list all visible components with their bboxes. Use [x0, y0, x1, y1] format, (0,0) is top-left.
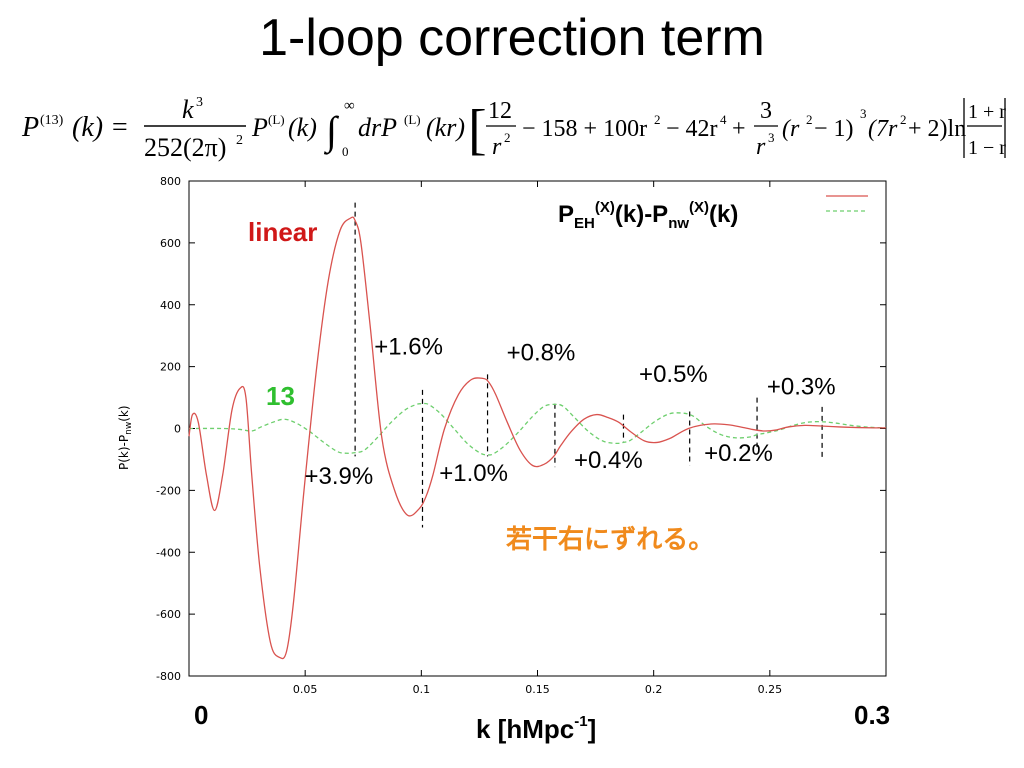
legend-sup2: (X)	[689, 199, 709, 216]
percent-annotations: +3.9% +1.6% +1.0% +0.8% +0.4% +0.5% +0.2% +0.3%	[304, 333, 835, 490]
formula-plin-arg: (k)	[288, 113, 317, 142]
x-edge-label-right: 0.3	[854, 700, 890, 730]
formula-frac-num-sup: 3	[196, 95, 203, 110]
percent-annotation: +1.0%	[439, 460, 508, 487]
percent-annotation: +0.2%	[704, 440, 773, 467]
y-tick-label: 400	[160, 299, 181, 312]
marker-lines	[354, 202, 823, 528]
series-label-13: 13	[266, 381, 295, 411]
page-title: 1-loop correction term	[259, 9, 765, 67]
y-tick-label: -600	[156, 608, 181, 621]
formula-t6: (7r	[868, 116, 898, 142]
legend-mid: (k)-P	[615, 201, 668, 228]
legend: PEH(X)(k)-Pnw(X)(k)	[558, 195, 868, 232]
legend-end: (k)	[709, 201, 738, 228]
formula-int-lower: 0	[342, 144, 349, 159]
formula-int-body-sup: (L)	[404, 112, 421, 127]
formula-t2-sup: 2	[654, 112, 661, 127]
axis-ticks: 0.05 0.1 0.15 0.2 0.25 -800 -600 -400 -200 0 200 40…	[156, 175, 886, 696]
percent-annotation: +1.6%	[374, 333, 443, 360]
x-edge-label-left: 0	[194, 700, 208, 730]
y-tick-label: 800	[160, 175, 181, 188]
x-tick-label: 0.05	[293, 683, 318, 696]
formula-integral: ∫	[323, 108, 340, 155]
formula-t2: − 158 + 100r	[522, 116, 647, 142]
percent-annotation: +0.3%	[767, 373, 836, 400]
formula-t5-exp: 3	[860, 106, 867, 121]
formula-t5-sup: 2	[806, 112, 813, 127]
x-axis-label: k [hMpc-1]	[476, 713, 596, 744]
y-tick-label: 200	[160, 361, 181, 374]
formula-t3: − 42r	[666, 116, 718, 142]
formula-t4-plus: +	[732, 116, 746, 142]
legend-sub2: nw	[668, 215, 689, 232]
formula-plin-sup: (L)	[268, 112, 285, 127]
formula-plin: P	[251, 113, 268, 142]
series-linear-line	[188, 216, 887, 660]
percent-annotation: +0.5%	[639, 361, 708, 388]
formula-t3-sup: 4	[720, 112, 727, 127]
formula-t7-num: 1 + r	[968, 101, 1006, 123]
percent-annotation: +0.8%	[507, 339, 576, 366]
y-tick-label: -200	[156, 484, 181, 497]
formula-t1-num: 12	[488, 98, 512, 124]
legend-sup1: (X)	[595, 199, 615, 216]
x-tick-label: 0.1	[413, 683, 431, 696]
percent-annotation: +3.9%	[304, 463, 373, 490]
y-tick-label: 0	[174, 423, 181, 436]
formula-t1-den: r	[492, 134, 502, 160]
formula-lhs-sup: (13)	[40, 113, 64, 128]
formula-t4-num: 3	[760, 98, 772, 124]
formula-lhs-arg: (k) =	[72, 112, 129, 143]
legend-sub1: EH	[574, 215, 595, 232]
formula: P (13) (k) = k 3 252(2π) 2 P (L) (k) ∫ ∞…	[21, 95, 1006, 162]
formula-int-body: drP	[358, 113, 397, 142]
series-label-linear: linear	[248, 217, 317, 247]
x-tick-label: 0.15	[525, 683, 550, 696]
formula-t5-rest: − 1)	[814, 116, 854, 142]
x-tick-label: 0.2	[645, 683, 663, 696]
formula-t6-rest: + 2)ln	[908, 116, 966, 142]
y-tick-label: -400	[156, 546, 181, 559]
percent-annotation: +0.4%	[574, 447, 643, 474]
formula-bracket-left: [	[468, 99, 487, 161]
formula-t4-den: r	[756, 134, 766, 160]
y-axis-label: P(k)-Pnw(k)	[117, 405, 134, 470]
formula-frac-den-sup: 2	[236, 133, 243, 148]
formula-frac-den: 252(2π)	[144, 133, 226, 162]
formula-lhs: P	[21, 112, 39, 143]
formula-t1-den-sup: 2	[504, 130, 511, 145]
legend-p: P	[558, 201, 574, 228]
y-tick-label: 600	[160, 237, 181, 250]
formula-t4-den-sup: 3	[768, 130, 775, 145]
shift-note: 若干右にずれる。	[506, 525, 714, 555]
y-tick-label: -800	[156, 670, 181, 683]
x-tick-label: 0.25	[758, 683, 783, 696]
formula-int-upper: ∞	[344, 98, 355, 114]
formula-t7-den: 1 − r	[968, 137, 1006, 159]
formula-int-body-arg: (kr)	[426, 113, 465, 142]
formula-t6-sup: 2	[900, 112, 907, 127]
svg-text:PEH(X)(k)-Pnw(X)(k): PEH(X)(k)-Pnw(X)(k)	[558, 199, 738, 232]
formula-t5: (r	[782, 116, 800, 142]
formula-frac-num: k	[182, 95, 194, 124]
